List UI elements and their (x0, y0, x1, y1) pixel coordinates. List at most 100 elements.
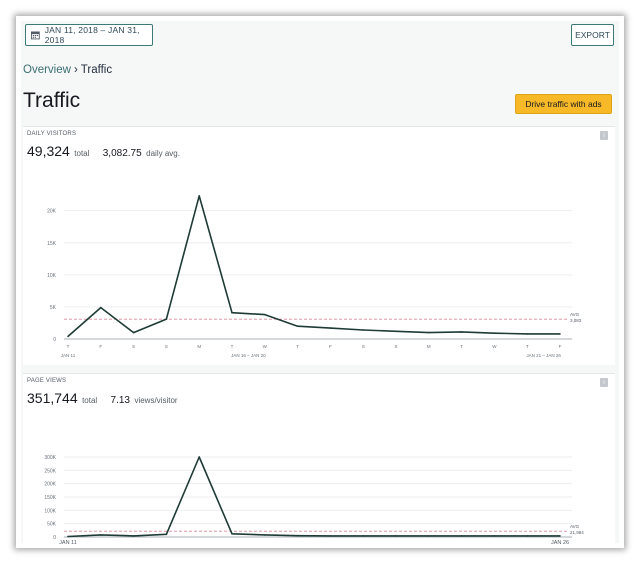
views-total: 351,744 (27, 390, 78, 406)
data-point (395, 535, 397, 537)
x-tick-label: JAN 26 (551, 540, 569, 544)
x-tick-label: S (132, 344, 135, 349)
data-point (559, 333, 561, 335)
x-tick-label: W (492, 344, 497, 349)
breadcrumb-separator: › (73, 64, 78, 76)
window-frame: JAN 11, 2018 – JAN 31, 2018 EXPORT Overv… (16, 16, 624, 548)
range-label: JAN 11 (61, 353, 76, 358)
data-point (132, 535, 135, 537)
y-tick-label: 50K (47, 522, 57, 528)
data-point (362, 535, 365, 537)
daily-visitors-label: DAILY VISITORS (27, 131, 77, 137)
data-point (559, 535, 561, 537)
x-tick-label: T (231, 344, 234, 349)
y-tick-label: 0 (53, 535, 56, 541)
views-ratio-suffix: views/visitor (134, 396, 178, 405)
x-tick-label: JAN 11 (59, 540, 77, 544)
x-tick-label: M (197, 344, 201, 349)
y-tick-label: 0 (53, 337, 56, 343)
data-point (428, 535, 430, 537)
data-point (100, 306, 102, 309)
page-views-stats: 351,744 total 7.13 views/visitor (27, 390, 178, 408)
daily-visitors-card: DAILY VISITORS i 49,324 total 3,082.75 d… (23, 126, 615, 365)
x-tick-label: F (329, 344, 332, 349)
info-icon[interactable]: i (600, 131, 608, 140)
range-label: JAN 21 – JAN 26 (526, 353, 561, 358)
visitors-avg-suffix: daily avg. (146, 149, 180, 158)
x-tick-label: W (263, 344, 268, 349)
visitors-total: 49,324 (27, 143, 70, 159)
data-point (493, 535, 496, 537)
y-tick-label: 150K (44, 495, 56, 501)
avg-label: AVG (570, 312, 580, 317)
x-tick-label: T (526, 344, 529, 349)
calendar-icon (31, 31, 40, 40)
traffic-panel: JAN 11, 2018 – JAN 31, 2018 EXPORT Overv… (21, 21, 619, 544)
data-point (526, 333, 528, 335)
export-button[interactable]: EXPORT (571, 24, 614, 46)
avg-value-label: 21,984 (570, 530, 584, 535)
avg-value-label: 3,083 (570, 318, 582, 323)
y-tick-label: 20K (47, 209, 57, 215)
page-title: Traffic (23, 89, 81, 112)
visitors-avg: 3,082.75 (102, 148, 142, 159)
data-point (296, 325, 299, 327)
breadcrumb: Overview › Traffic (23, 64, 112, 76)
breadcrumb-current: Traffic (80, 64, 113, 76)
data-point (395, 330, 397, 333)
x-tick-label: F (559, 344, 562, 349)
x-tick-label: S (362, 344, 365, 349)
daily-visitors-stats: 49,324 total 3,082.75 daily avg. (27, 143, 180, 161)
data-point (362, 329, 365, 331)
avg-label: AVG (570, 524, 580, 529)
views-total-suffix: total (82, 396, 98, 405)
y-tick-label: 5K (50, 305, 57, 311)
data-point (329, 535, 332, 537)
data-point (198, 195, 200, 197)
info-icon[interactable]: i (600, 378, 608, 387)
x-tick-label: F (99, 344, 102, 349)
date-range-label: JAN 11, 2018 – JAN 31, 2018 (44, 25, 140, 45)
data-point (264, 534, 266, 536)
x-tick-label: T (67, 344, 70, 349)
data-point (100, 534, 102, 536)
data-point (67, 335, 69, 338)
x-tick-label: M (427, 344, 431, 349)
page-views-card: PAGE VIEWS i 351,744 total 7.13 views/vi… (23, 373, 615, 544)
data-point (460, 535, 463, 537)
data-point (132, 331, 135, 334)
breadcrumb-overview-link[interactable]: Overview (23, 64, 71, 76)
range-label: JAN 16 – JAN 20 (231, 353, 266, 358)
data-point (329, 327, 332, 329)
data-point (198, 456, 200, 458)
views-ratio: 7.13 (110, 395, 130, 406)
data-point (526, 535, 528, 537)
x-tick-label: S (394, 344, 397, 349)
y-tick-label: 100K (44, 508, 56, 514)
data-point (231, 311, 233, 314)
data-point (460, 331, 463, 333)
y-tick-label: 10K (47, 273, 57, 279)
series-line (67, 456, 560, 538)
date-range-picker[interactable]: JAN 11, 2018 – JAN 31, 2018 (25, 24, 153, 46)
x-tick-label: S (165, 344, 168, 349)
data-point (67, 535, 69, 538)
x-tick-label: T (296, 344, 299, 349)
x-tick-label: T (460, 344, 463, 349)
y-tick-label: 200K (44, 482, 56, 488)
series-line (67, 195, 560, 338)
drive-traffic-button[interactable]: Drive traffic with ads (515, 94, 612, 114)
data-point (264, 313, 266, 316)
y-tick-label: 250K (44, 468, 56, 474)
data-point (165, 318, 168, 320)
y-tick-label: 300K (44, 455, 56, 461)
y-tick-label: 15K (47, 241, 57, 247)
data-point (165, 533, 168, 536)
data-point (428, 331, 430, 334)
page-views-label: PAGE VIEWS (27, 378, 67, 384)
data-point (231, 533, 233, 535)
data-point (493, 332, 496, 335)
visitors-total-suffix: total (74, 149, 90, 158)
